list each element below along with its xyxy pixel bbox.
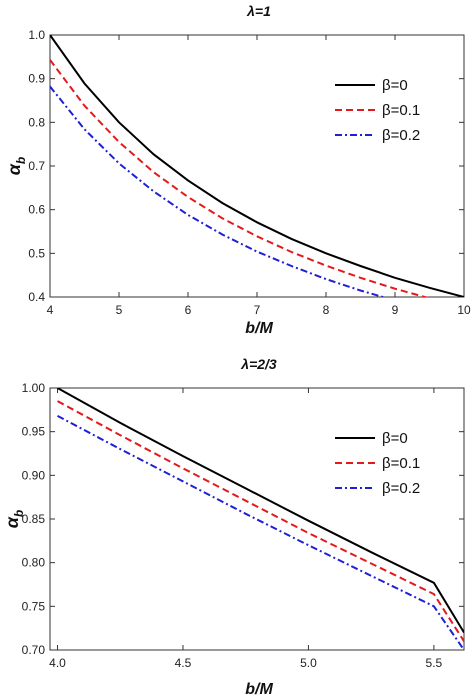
x-tick-label: 5: [116, 303, 123, 317]
legend-label: β=0: [382, 430, 408, 447]
legend: β=0 β=0.1 β=0.2: [335, 430, 420, 497]
chart-title: λ=1: [246, 3, 271, 19]
y-tick-label: 1.0: [28, 28, 45, 42]
y-axis-title-main: α: [4, 163, 24, 175]
series-line: [57, 415, 464, 650]
series-line: [50, 59, 429, 297]
y-tick-label: 0.5: [28, 246, 45, 260]
x-axis-title: b/M: [245, 320, 273, 337]
chart-panel-lambda-2-3: λ=2/3 0.700.750.800.850.900.951.00 4.0 4.…: [2, 356, 465, 698]
x-tick-label: 4: [47, 303, 54, 317]
y-tick-label: 0.9: [28, 72, 45, 86]
legend-label: β=0.2: [382, 480, 420, 497]
y-tick-label: 0.80: [22, 556, 46, 570]
series-line: [50, 35, 464, 297]
y-tick-label: 0.4: [28, 290, 45, 304]
legend-label: β=0.2: [382, 127, 420, 144]
y-axis-title: αb: [4, 157, 28, 176]
series-layer: [57, 388, 464, 650]
y-axis-title: αb: [2, 510, 26, 529]
series-line: [57, 400, 464, 642]
y-axis: 0.70 0.75 0.80 0.85 0.90 0.95 1.00: [22, 381, 464, 657]
y-tick-label: 0.8: [28, 115, 45, 129]
x-axis: 4.0 4.5 5.0 5.5: [49, 388, 443, 670]
x-tick-label: 4.0: [49, 656, 66, 670]
y-tick-label: 0.90: [22, 468, 46, 482]
x-axis-title: b/M: [245, 681, 273, 698]
y-tick-label: 1.00: [22, 381, 46, 395]
y-tick-label: 0.70: [22, 643, 46, 657]
plot-frame: [49, 387, 465, 651]
plot-frame: [49, 34, 465, 298]
legend: β=0 β=0.1 β=0.2: [335, 77, 420, 144]
y-axis-title-main: α: [2, 516, 22, 528]
x-axis: 4 5 6 7 8 9 10: [47, 35, 471, 317]
legend-label: β=0: [382, 77, 408, 94]
x-tick-label: 8: [323, 303, 330, 317]
legend-label: β=0.1: [382, 455, 420, 472]
y-axis-title-sub: b: [12, 510, 26, 517]
x-tick-label: 7: [254, 303, 261, 317]
y-tick-label: 0.95: [22, 425, 46, 439]
y-axis-title-sub: b: [14, 157, 28, 164]
y-axis: 0.4 0.5 0.6 0.7 0.8 0.9 1.0: [28, 28, 464, 304]
series-line: [57, 388, 464, 634]
chart-panel-lambda-1: λ=1 0.40.50.60.70.80.91.0 4 5 6 7 8 9 10 β=0β=…: [4, 3, 471, 337]
x-tick-label: 6: [185, 303, 192, 317]
x-tick-label: 4.5: [175, 656, 192, 670]
x-tick-label: 5.5: [426, 656, 443, 670]
legend-label: β=0.1: [382, 102, 420, 119]
x-tick-label: 10: [457, 303, 471, 317]
chart-title: λ=2/3: [240, 356, 277, 372]
y-tick-label: 0.75: [22, 599, 46, 613]
x-tick-label: 5.0: [300, 656, 317, 670]
y-tick-label: 0.85: [22, 512, 46, 526]
y-tick-label: 0.6: [28, 203, 45, 217]
x-tick-label: 9: [392, 303, 399, 317]
y-tick-label: 0.7: [28, 159, 45, 173]
series-layer: [50, 35, 464, 297]
